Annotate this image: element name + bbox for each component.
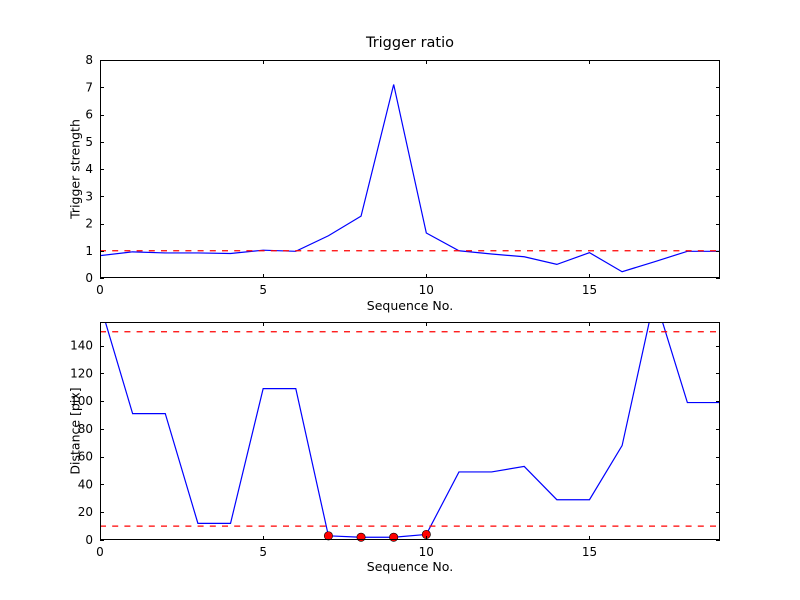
bottom-chart-xlabel: Sequence No. (366, 559, 454, 574)
x-tick-label: 5 (259, 283, 267, 297)
y-tick-label: 8 (85, 53, 93, 67)
x-tick-label: 5 (259, 545, 267, 559)
y-tick-label: 100 (70, 394, 93, 408)
y-tick-label: 40 (78, 477, 93, 491)
chart-title: Trigger ratio (365, 35, 455, 51)
y-tick-label: 60 (78, 450, 93, 464)
distance-marker-dot (323, 531, 333, 541)
distance-series-line (104, 322, 720, 538)
bottom-chart-ylabel: Distance [pix] (67, 387, 83, 475)
x-tick-label: 15 (582, 283, 597, 297)
y-tick-label: 4 (85, 162, 93, 176)
y-tick-label: 3 (85, 189, 93, 203)
y-tick-label: 1 (85, 244, 93, 258)
y-tick-label: 120 (70, 366, 93, 380)
distance-frame (100, 322, 720, 540)
x-tick-label: 15 (582, 545, 597, 559)
y-tick-label: 0 (85, 533, 93, 547)
top-chart-xlabel: Sequence No. (366, 298, 454, 313)
y-tick-label: 0 (85, 271, 93, 285)
distance-plot-area (100, 322, 720, 540)
y-tick-label: 80 (78, 422, 93, 436)
x-tick-label: 10 (419, 283, 434, 297)
y-tick-label: 6 (85, 108, 93, 122)
y-tick-label: 7 (85, 80, 93, 94)
y-tick-label: 5 (85, 135, 93, 149)
trigger-ratio-axes: 0 5 10 15 0 1 2 3 4 5 6 7 8 (85, 53, 720, 297)
trigger-ratio-series-line (100, 84, 720, 273)
y-tick-label: 140 (70, 339, 93, 353)
y-tick-label: 20 (78, 505, 93, 519)
top-chart-ylabel: Trigger strength (67, 119, 83, 219)
x-tick-label: 0 (96, 545, 104, 559)
y-tick-label: 2 (85, 217, 93, 231)
x-tick-label: 10 (419, 545, 434, 559)
x-tick-label: 0 (96, 283, 104, 297)
distance-marker-dot (356, 532, 366, 542)
trigger-ratio-plot-area (100, 60, 720, 278)
distance-marker-dot (389, 532, 399, 542)
distance-axes: 0 5 10 15 0 20 40 60 80 100 120 140 (70, 322, 720, 559)
